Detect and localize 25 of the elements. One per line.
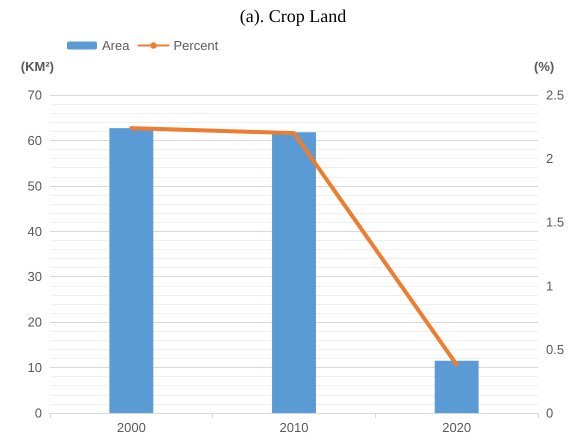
y-tick-label: 50 (28, 178, 42, 194)
x-tick-label: 2010 (280, 420, 308, 435)
x-tick-label: 2000 (116, 420, 146, 435)
y2-axis-title: (%) (534, 59, 554, 74)
legend-label: Area (102, 38, 130, 53)
y-tick-label: 30 (28, 269, 42, 284)
bar (272, 132, 316, 413)
bar (434, 360, 479, 413)
legend-label: Percent (173, 38, 219, 53)
y-tick-label: 40 (28, 224, 42, 239)
y-tick-label: 10 (28, 360, 42, 376)
y-axis-title: (KM²) (20, 59, 54, 74)
x-tick-label: 2020 (442, 420, 472, 435)
y2-tick-label: 0.5 (546, 342, 564, 357)
y-tick-label: 60 (28, 132, 42, 148)
y2-tick-label: 0 (546, 406, 554, 420)
y2-tick-label: 1.5 (546, 214, 564, 230)
y-tick-label: 0 (34, 406, 42, 420)
bar (109, 128, 154, 413)
chart-title: (a). Crop Land (240, 6, 346, 26)
y-tick-label: 20 (28, 314, 42, 330)
y2-tick-label: 1 (546, 278, 554, 294)
y2-tick-label: 2.5 (546, 88, 564, 102)
y2-tick-label: 2 (546, 151, 554, 166)
y-tick-label: 70 (28, 88, 42, 102)
